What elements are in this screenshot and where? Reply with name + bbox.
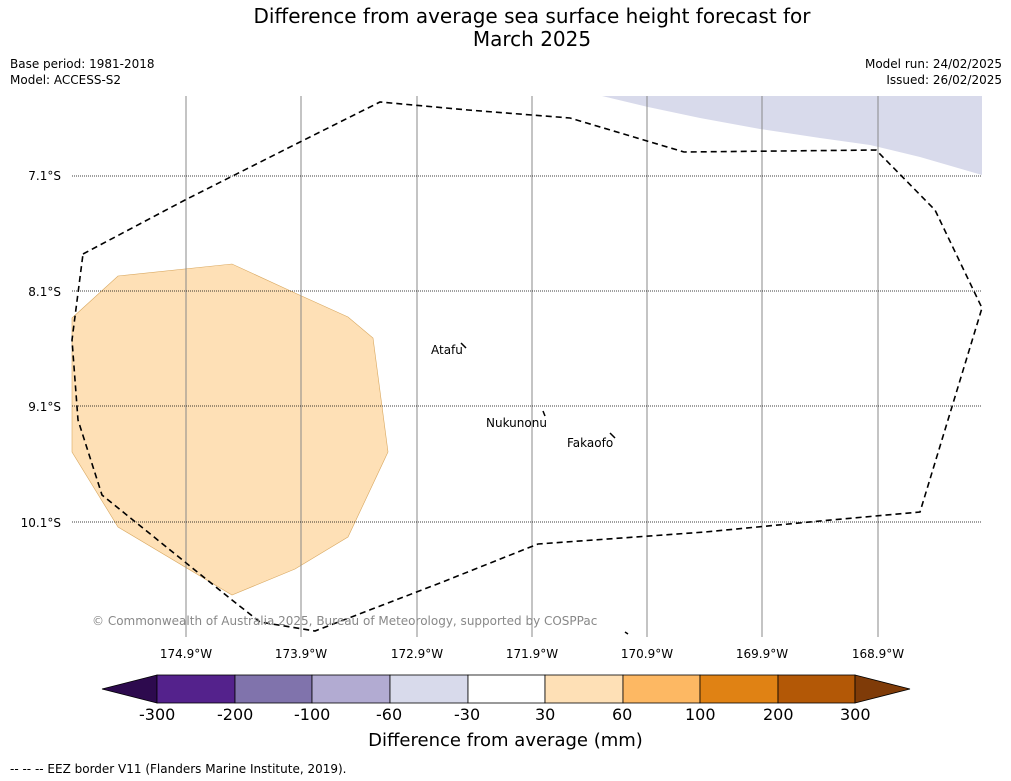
lon-label: 173.9°W xyxy=(275,647,327,661)
lon-label: 174.9°W xyxy=(160,647,212,661)
colorbar-tick: -300 xyxy=(139,705,176,724)
colorbar-cell xyxy=(467,674,546,704)
eez-border xyxy=(71,101,983,632)
colorbar-tick: 300 xyxy=(840,705,871,724)
island-marks xyxy=(460,342,629,635)
colorbar-tick: -200 xyxy=(217,705,254,724)
title-line-2: March 2025 xyxy=(472,27,592,51)
colorbar-cell xyxy=(777,674,856,704)
colorbar-tick: 100 xyxy=(685,705,716,724)
lat-label: 8.1°S xyxy=(28,285,61,299)
colorbar-tick: -100 xyxy=(294,705,331,724)
page-title: Difference from average sea surface heig… xyxy=(0,5,1011,51)
lon-label: 169.9°W xyxy=(736,647,788,661)
colorbar-cell xyxy=(156,674,236,704)
parallel-grid xyxy=(72,175,982,523)
model-run: Model run: 24/02/2025 xyxy=(864,57,1002,71)
colorbar-cell xyxy=(699,674,779,704)
place-label-fakaofo: Fakaofo xyxy=(567,436,613,450)
nukunonu-island xyxy=(542,410,546,417)
lat-label: 9.1°S xyxy=(28,400,61,414)
lon-labels: 174.9°W 173.9°W 172.9°W 171.9°W 170.9°W … xyxy=(160,647,904,661)
base-period: Base period: 1981-2018 xyxy=(10,57,155,71)
colorbar-extend-low xyxy=(101,674,158,704)
colorbar-cell xyxy=(389,674,469,704)
colorbar-extend-high xyxy=(854,674,911,704)
colorbar-tick: -60 xyxy=(376,705,403,724)
colorbar-cell xyxy=(311,674,391,704)
colorbar-tick: -30 xyxy=(454,705,481,724)
small-island xyxy=(624,631,629,635)
place-label-atafu: Atafu xyxy=(431,343,463,357)
lon-label: 170.9°W xyxy=(621,647,673,661)
colorbar-cell xyxy=(544,674,624,704)
lon-label: 168.9°W xyxy=(852,647,904,661)
lat-labels: 7.1°S 8.1°S 9.1°S 10.1°S xyxy=(21,169,61,530)
anomaly-positive-region xyxy=(71,263,389,596)
place-label-nukunonu: Nukunonu xyxy=(486,416,547,430)
colorbar-tick: 200 xyxy=(763,705,794,724)
colorbar xyxy=(101,674,911,704)
anomaly-negative-region xyxy=(602,96,982,175)
fakaofo-island xyxy=(609,432,616,439)
atafu-island xyxy=(460,342,467,349)
colorbar-tick: 30 xyxy=(535,705,556,724)
meta-left: Base period: 1981-2018 Model: ACCESS-S2 xyxy=(10,56,155,88)
colorbar-cell xyxy=(234,674,313,704)
colorbar-tick: 60 xyxy=(612,705,633,724)
copyright-notice: © Commonwealth of Australia 2025, Bureau… xyxy=(92,614,598,628)
issued-date: Issued: 26/02/2025 xyxy=(886,73,1002,87)
footnote: -- -- -- EEZ border V11 (Flanders Marine… xyxy=(10,762,347,776)
lat-label: 7.1°S xyxy=(28,169,61,183)
lon-label: 171.9°W xyxy=(506,647,558,661)
lat-label: 10.1°S xyxy=(21,516,61,530)
title-line-1: Difference from average sea surface heig… xyxy=(253,4,811,28)
colorbar-cell xyxy=(622,674,701,704)
lon-label: 172.9°W xyxy=(391,647,443,661)
model-name: Model: ACCESS-S2 xyxy=(10,73,122,87)
meta-right: Model run: 24/02/2025 Issued: 26/02/2025 xyxy=(865,56,1002,88)
colorbar-title: Difference from average (mm) xyxy=(368,730,643,751)
